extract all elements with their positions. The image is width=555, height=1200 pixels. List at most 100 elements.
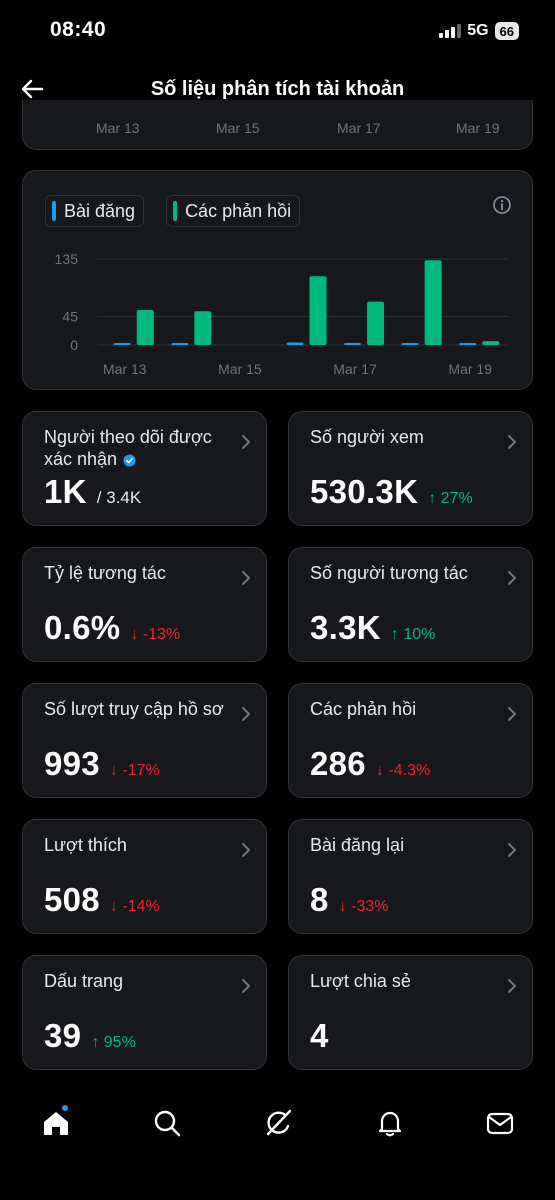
stat-change-value: -33%: [351, 898, 389, 915]
stat-card[interactable]: Số người tương tác 3.3K ↑ 10%: [288, 547, 533, 662]
stat-label-text: Lượt thích: [44, 835, 127, 855]
stat-change-value: -14%: [122, 898, 160, 915]
back-arrow-icon[interactable]: [18, 74, 48, 104]
stat-change-value: -13%: [142, 626, 181, 643]
stat-change-value: -4.3%: [388, 762, 431, 779]
legend-label: Các phản hồi: [185, 200, 292, 221]
stat-label-text: Lượt chia sẻ: [310, 971, 411, 991]
page-title: Số liệu phân tích tài khoản: [150, 78, 405, 100]
stat-label: Người theo dõi được xác nhận: [44, 426, 234, 470]
x-tick-label: Mar 19: [456, 120, 500, 136]
legend-swatch: [173, 201, 178, 221]
stat-value: 39: [44, 1017, 82, 1054]
chevron-right-icon: [508, 707, 516, 721]
stat-card[interactable]: Dấu trang 39 ↑ 95%: [22, 955, 267, 1070]
stat-card[interactable]: Lượt chia sẻ 4: [288, 955, 533, 1070]
y-tick-label: 0: [70, 337, 78, 353]
arrow-up-icon: ↑: [390, 626, 404, 643]
stat-label-text: Số lượt truy cập hồ sơ: [44, 699, 224, 719]
bar-posts: [344, 343, 362, 345]
arrow-down-icon: ↓: [109, 898, 123, 915]
status-bar: 08:40 5G 66: [0, 0, 555, 62]
stat-value-row: 3.3K ↑ 10%: [310, 609, 435, 647]
status-time: 08:40: [50, 18, 107, 41]
stat-change: ↓ -17%: [110, 762, 160, 780]
bar-posts: [171, 343, 189, 345]
chart-legend: Bài đăng Các phản hồi: [45, 195, 301, 227]
network-type: 5G: [467, 22, 489, 39]
stat-card[interactable]: Số người xem 530.3K ↑ 27%: [288, 411, 533, 526]
stat-card[interactable]: Bài đăng lại 8 ↓ -33%: [288, 819, 533, 934]
x-tick-label: Mar 17: [337, 120, 381, 136]
stat-value-row: 4: [310, 1017, 329, 1055]
stat-value: 8: [310, 881, 329, 918]
stat-label-text: Dấu trang: [44, 971, 124, 991]
stat-value: 993: [44, 745, 100, 782]
arrow-down-icon: ↓: [130, 626, 143, 643]
arrow-up-icon: ↑: [91, 1034, 104, 1051]
x-tick-label: Mar 13: [103, 361, 147, 377]
stat-value-row: 508 ↓ -14%: [44, 881, 160, 919]
stat-change-value: 10%: [403, 626, 436, 643]
chevron-right-icon: [242, 979, 250, 993]
stat-change-value: 95%: [103, 1034, 136, 1051]
verified-badge-icon: [123, 454, 136, 467]
bell-icon[interactable]: [375, 1108, 405, 1138]
stat-value: 508: [44, 881, 100, 918]
chevron-right-icon: [242, 707, 250, 721]
x-tick-label: Mar 13: [96, 120, 140, 136]
stat-card[interactable]: Tỷ lệ tương tác 0.6% ↓ -13%: [22, 547, 267, 662]
legend-swatch: [52, 201, 56, 221]
mail-icon[interactable]: [485, 1108, 515, 1138]
bar-replies: [482, 341, 500, 345]
grok-icon[interactable]: [263, 1108, 293, 1138]
bar-replies: [136, 309, 154, 345]
stat-change: ↓ -33%: [339, 898, 389, 916]
stat-change-value: 27%: [440, 490, 473, 507]
info-icon[interactable]: [492, 195, 512, 215]
stat-change: ↓ -4.3%: [376, 762, 430, 780]
stat-value: 4: [310, 1017, 329, 1054]
stat-card[interactable]: Người theo dõi được xác nhận 1K / 3.4K: [22, 411, 267, 526]
signal-icon: [439, 24, 462, 38]
nav-header: Số liệu phân tích tài khoản: [0, 62, 555, 118]
stat-value: 3.3K: [310, 609, 381, 646]
bar-replies: [424, 260, 442, 345]
bar-posts: [401, 343, 419, 345]
stat-label: Các phản hồi: [310, 698, 500, 720]
stat-value-row: 286 ↓ -4.3%: [310, 745, 430, 783]
arrow-up-icon: ↑: [428, 490, 441, 507]
stat-card[interactable]: Các phản hồi 286 ↓ -4.3%: [288, 683, 533, 798]
previous-chart-card: Mar 13 Mar 15 Mar 17 Mar 19: [22, 100, 533, 150]
stat-label-text: Các phản hồi: [310, 699, 417, 719]
bar-posts: [286, 342, 304, 345]
legend-item-replies[interactable]: Các phản hồi: [166, 195, 301, 227]
bar-chart: 135 45 0 Mar 13 Mar 15 Mar 17 Mar 19: [55, 251, 508, 377]
home-icon[interactable]: [41, 1108, 71, 1138]
chevron-right-icon: [242, 571, 250, 585]
notification-dot: [61, 1104, 69, 1112]
x-tick-label: Mar 17: [333, 361, 377, 377]
x-tick-label: Mar 15: [216, 120, 260, 136]
status-indicators: 5G 66: [439, 22, 519, 40]
activity-chart-card: 135 45 0 Mar 13 Mar 15 Mar 17 Mar 19 Bài đăng …: [22, 170, 533, 390]
arrow-down-icon: ↓: [109, 762, 123, 779]
stat-card[interactable]: Số lượt truy cập hồ sơ 993 ↓ -17%: [22, 683, 267, 798]
stat-change-value: -17%: [122, 762, 160, 779]
bottom-tab-bar: [0, 1090, 555, 1200]
bar-posts: [113, 343, 131, 345]
stat-label-text: Bài đăng lại: [310, 835, 405, 855]
stat-value-row: 1K / 3.4K: [44, 473, 141, 511]
bar-replies: [309, 276, 327, 345]
chevron-right-icon: [508, 979, 516, 993]
stat-label-text: Tỷ lệ tương tác: [44, 563, 166, 583]
stat-change: ↑ 27%: [428, 490, 472, 508]
search-icon[interactable]: [152, 1108, 182, 1138]
stat-label: Dấu trang: [44, 970, 234, 992]
stat-card[interactable]: Lượt thích 508 ↓ -14%: [22, 819, 267, 934]
stat-value: 530.3K: [310, 473, 419, 510]
stat-label: Số người xem: [310, 426, 500, 448]
stat-label: Lượt chia sẻ: [310, 970, 500, 992]
y-tick-label: 45: [62, 308, 78, 324]
legend-item-posts[interactable]: Bài đăng: [45, 195, 145, 227]
